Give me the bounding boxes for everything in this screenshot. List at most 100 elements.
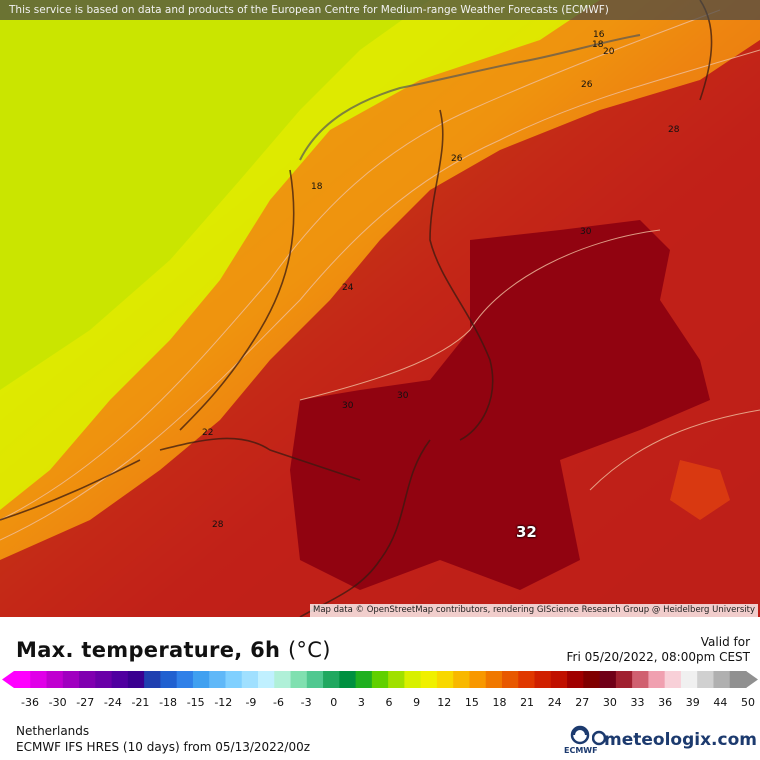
contour-label: 30	[342, 401, 354, 411]
map-attribution[interactable]: Map data © OpenStreetMap contributors, r…	[310, 604, 758, 617]
scale-swatch	[632, 671, 649, 688]
scale-tick-label: 30	[602, 696, 617, 709]
scale-swatch	[274, 671, 292, 688]
contour-label: 28	[212, 520, 224, 530]
scale-swatch	[599, 671, 617, 688]
scale-swatch	[697, 671, 714, 688]
scale-right-arrow	[746, 671, 758, 688]
scale-ticks: -36 -30 -27 -24 -21 -18 -15 -12 -9 -6 -3 0 3 6 9 12 15 18…	[0, 696, 760, 712]
contour-label: 22	[202, 428, 214, 438]
scale-swatch	[404, 671, 422, 688]
scale-tick-label: -30	[48, 696, 67, 709]
scale-swatch	[583, 671, 601, 688]
scale-swatch	[713, 671, 731, 688]
contour-label: 26	[451, 154, 463, 164]
scale-tick-label: -3	[300, 696, 312, 709]
contour-label: 24	[342, 283, 354, 293]
scale-tick-label: 24	[547, 696, 562, 709]
scale-swatch	[127, 671, 145, 688]
scale-swatch	[14, 671, 31, 688]
scale-swatch	[111, 671, 129, 688]
scale-tick-label: 9	[413, 696, 421, 709]
scale-tick-label: -27	[76, 696, 95, 709]
scale-swatch	[339, 671, 357, 688]
contour-label: 30	[397, 391, 409, 401]
scale-tick-label: -6	[273, 696, 285, 709]
scale-tick-label: 0	[330, 696, 338, 709]
scale-swatch	[567, 671, 584, 688]
contour-label: 20	[603, 47, 615, 57]
scale-tick-label: -21	[131, 696, 150, 709]
max-value-label: 32	[516, 523, 537, 541]
scale-swatch	[209, 671, 226, 688]
scale-swatch	[290, 671, 308, 688]
scale-swatch	[664, 671, 682, 688]
scale-swatch	[615, 671, 633, 688]
scale-tick-label: 44	[713, 696, 728, 709]
scale-swatch	[355, 671, 373, 688]
scale-swatch	[306, 671, 324, 688]
scale-swatch	[323, 671, 340, 688]
brand[interactable]: ECMWF meteologix.com	[562, 724, 757, 756]
scale-tick-label: -18	[159, 696, 178, 709]
scale-tick-label: 15	[464, 696, 479, 709]
scale-swatch	[95, 671, 113, 688]
scale-tick-label: 50	[741, 696, 755, 709]
scale-tick-label: 36	[658, 696, 673, 709]
title-text: Max. temperature, 6h	[16, 638, 281, 662]
scale-swatch	[30, 671, 48, 688]
scale-tick-label: 12	[437, 696, 452, 709]
scale-swatch	[648, 671, 666, 688]
scale-tick-label: 39	[685, 696, 700, 709]
contour-label: 26	[581, 80, 593, 90]
temperature-map[interactable]: This service is based on data and produc…	[0, 0, 760, 617]
scale-tick-label: 27	[575, 696, 590, 709]
contour-label: 16	[593, 30, 605, 40]
scale-swatch	[225, 671, 243, 688]
scale-swatch	[79, 671, 96, 688]
contour-label: 30	[580, 227, 592, 237]
contour-label: 18	[592, 40, 604, 50]
scale-tick-label: 33	[630, 696, 645, 709]
scale-tick-label: -15	[186, 696, 205, 709]
scale-tick-label: -24	[103, 696, 122, 709]
scale-tick-label: 21	[520, 696, 535, 709]
valid-for-label: Valid for	[700, 635, 750, 649]
ecmwf-logo-icon	[570, 725, 590, 745]
scale-swatch	[160, 671, 178, 688]
scale-swatch	[453, 671, 470, 688]
scale-swatch	[485, 671, 503, 688]
scale-swatch	[469, 671, 487, 688]
scale-left-arrow	[2, 671, 14, 688]
meteologix-logo-icon	[592, 730, 606, 746]
scale-swatch	[550, 671, 568, 688]
brand-name: meteologix.com	[604, 730, 757, 750]
scale-swatch	[518, 671, 536, 688]
scale-swatch	[258, 671, 275, 688]
scale-swatch	[534, 671, 552, 688]
map-canvas	[0, 0, 760, 617]
scale-swatch	[388, 671, 405, 688]
scale-swatch	[241, 671, 259, 688]
scale-swatch	[176, 671, 194, 688]
contour-label: 18	[311, 182, 323, 192]
scale-swatch	[371, 671, 389, 688]
valid-time: Fri 05/20/2022, 08:00pm CEST	[566, 650, 750, 664]
scale-swatch	[502, 671, 519, 688]
scale-swatch	[436, 671, 454, 688]
ecmwf-label: ECMWF	[564, 746, 598, 755]
scale-swatch	[46, 671, 64, 688]
scale-tick-label: 18	[492, 696, 507, 709]
source-banner: This service is based on data and produc…	[0, 0, 760, 20]
chart-title: Max. temperature, 6h (°C)	[16, 638, 331, 662]
scale-tick-label: 6	[385, 696, 393, 709]
scale-swatch	[420, 671, 438, 688]
scale-swatch	[62, 671, 80, 688]
scale-swatch	[192, 671, 210, 688]
scale-tick-label: -12	[214, 696, 233, 709]
scale-swatch	[729, 671, 747, 688]
model-run: ECMWF IFS HRES (10 days) from 05/13/2022…	[16, 740, 311, 754]
scale-swatch	[680, 671, 698, 688]
scale-tick-label: -9	[245, 696, 257, 709]
color-scale	[2, 671, 758, 688]
